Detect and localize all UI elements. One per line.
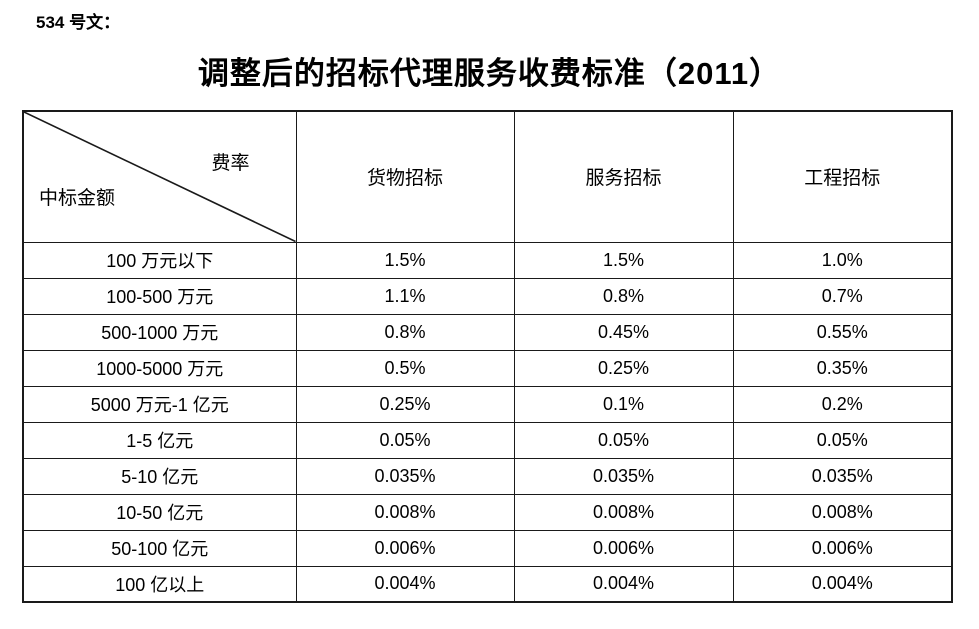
- cell-engineering: 0.006%: [732, 529, 953, 567]
- cell-service: 0.05%: [513, 421, 734, 459]
- cell-engineering: 0.55%: [732, 313, 953, 351]
- table-row: 10-50 亿元 0.008% 0.008% 0.008%: [22, 493, 953, 531]
- table-row: 1000-5000 万元 0.5% 0.25% 0.35%: [22, 349, 953, 387]
- cell-service: 0.004%: [513, 565, 734, 603]
- table-row: 100 万元以下 1.5% 1.5% 1.0%: [22, 241, 953, 279]
- cell-goods: 1.1%: [295, 277, 515, 315]
- row-label: 100 亿以上: [22, 565, 297, 603]
- row-label: 10-50 亿元: [22, 493, 297, 531]
- table-row: 100-500 万元 1.1% 0.8% 0.7%: [22, 277, 953, 315]
- diagonal-divider-line: [24, 112, 296, 242]
- cell-engineering: 1.0%: [732, 241, 953, 279]
- cell-goods: 0.008%: [295, 493, 515, 531]
- row-label: 1-5 亿元: [22, 421, 297, 459]
- cell-goods: 0.05%: [295, 421, 515, 459]
- cell-engineering: 0.008%: [732, 493, 953, 531]
- cell-service: 0.035%: [513, 457, 734, 495]
- cell-service: 0.008%: [513, 493, 734, 531]
- cell-service: 0.1%: [513, 385, 734, 423]
- cell-engineering: 0.004%: [732, 565, 953, 603]
- doc-number-label: 534 号文：: [36, 13, 121, 32]
- table-row: 500-1000 万元 0.8% 0.45% 0.55%: [22, 313, 953, 351]
- row-label: 50-100 亿元: [22, 529, 297, 567]
- corner-label-rate: 费率: [211, 153, 250, 174]
- page-title: 调整后的招标代理服务收费标准（2011）: [197, 56, 782, 91]
- cell-service: 1.5%: [513, 241, 734, 279]
- table-row: 50-100 亿元 0.006% 0.006% 0.006%: [22, 529, 953, 567]
- cell-service: 0.006%: [513, 529, 734, 567]
- row-label: 100-500 万元: [22, 277, 297, 315]
- column-header-goods: 货物招标: [295, 110, 515, 243]
- cell-goods: 0.25%: [295, 385, 515, 423]
- corner-label-amount: 中标金额: [39, 187, 116, 209]
- cell-engineering: 0.05%: [732, 421, 953, 459]
- row-label: 5-10 亿元: [22, 457, 297, 495]
- cell-engineering: 0.7%: [732, 277, 953, 315]
- cell-goods: 1.5%: [295, 241, 515, 279]
- cell-goods: 0.8%: [295, 313, 515, 351]
- row-label: 1000-5000 万元: [22, 349, 297, 387]
- cell-service: 0.25%: [513, 349, 734, 387]
- table-header-row: 费率 中标金额 货物招标 服务招标 工程招标: [22, 110, 953, 243]
- cell-engineering: 0.35%: [732, 349, 953, 387]
- cell-goods: 0.004%: [295, 565, 515, 603]
- table-row: 5000 万元-1 亿元 0.25% 0.1% 0.2%: [22, 385, 953, 423]
- cell-goods: 0.035%: [295, 457, 515, 495]
- cell-goods: 0.5%: [295, 349, 515, 387]
- table-row: 1-5 亿元 0.05% 0.05% 0.05%: [22, 421, 953, 459]
- row-label: 5000 万元-1 亿元: [22, 385, 297, 423]
- corner-header-cell: 费率 中标金额: [22, 110, 297, 243]
- table-row: 5-10 亿元 0.035% 0.035% 0.035%: [22, 457, 953, 495]
- table-row: 100 亿以上 0.004% 0.004% 0.004%: [22, 565, 953, 603]
- column-header-service: 服务招标: [513, 110, 734, 243]
- cell-engineering: 0.2%: [732, 385, 953, 423]
- cell-engineering: 0.035%: [732, 457, 953, 495]
- cell-goods: 0.006%: [295, 529, 515, 567]
- column-header-engineering: 工程招标: [732, 110, 953, 243]
- fee-table: 费率 中标金额 货物招标 服务招标 工程招标 100 万元以下 1.5% 1.5…: [22, 110, 953, 603]
- row-label: 500-1000 万元: [22, 313, 297, 351]
- cell-service: 0.8%: [513, 277, 734, 315]
- cell-service: 0.45%: [513, 313, 734, 351]
- row-label: 100 万元以下: [22, 241, 297, 279]
